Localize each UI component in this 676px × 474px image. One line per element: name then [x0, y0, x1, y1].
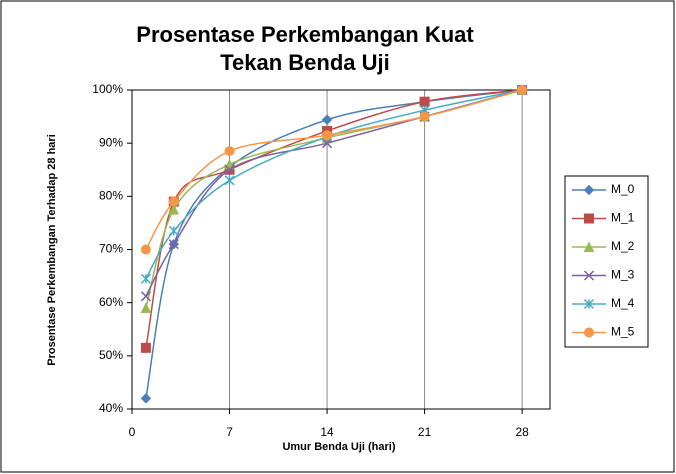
y-tick-label: 60% — [99, 295, 123, 309]
marker — [168, 225, 179, 236]
marker — [224, 146, 235, 157]
x-tick-label: 28 — [515, 425, 529, 439]
marker — [224, 175, 235, 186]
marker — [168, 196, 179, 207]
chart-title: Tekan Benda Uji — [220, 50, 390, 75]
x-tick-label: 0 — [129, 425, 136, 439]
marker — [140, 393, 152, 404]
y-axis-label: Prosentase Perkembangan Terhadap 28 hari — [46, 134, 58, 366]
legend-label: M_0 — [611, 182, 635, 196]
legend-label: M_2 — [611, 239, 635, 253]
marker — [140, 302, 152, 313]
y-tick-label: 40% — [99, 401, 123, 415]
legend-marker — [583, 270, 595, 281]
legend-box — [564, 175, 649, 348]
legend-marker — [583, 184, 595, 196]
marker — [419, 96, 430, 107]
marker — [140, 342, 151, 353]
legend-marker — [584, 213, 594, 224]
x-tick-label: 21 — [418, 425, 432, 439]
legend-label: M_4 — [611, 296, 635, 310]
marker — [140, 291, 151, 302]
legend-marker — [583, 298, 595, 310]
legend-marker — [583, 241, 595, 252]
marker — [517, 85, 528, 95]
x-tick-label: 14 — [320, 425, 334, 439]
y-tick-label: 100% — [92, 82, 123, 96]
y-tick-label: 90% — [99, 135, 123, 149]
marker — [168, 239, 179, 250]
x-tick-label: 7 — [226, 425, 233, 439]
chart-title: Prosentase Perkembangan Kuat — [136, 22, 474, 47]
x-axis-label: Umur Benda Uji (hari) — [282, 441, 395, 453]
legend-label: M_5 — [611, 325, 635, 339]
marker — [419, 111, 430, 122]
y-tick-label: 50% — [99, 348, 123, 362]
legend-marker — [584, 327, 594, 338]
y-tick-label: 70% — [99, 242, 123, 256]
plot-border — [131, 89, 551, 410]
y-tick-label: 80% — [99, 189, 123, 203]
marker — [321, 114, 333, 125]
marker — [168, 204, 180, 215]
legend-label: M_3 — [611, 268, 635, 282]
marker — [140, 244, 151, 255]
marker — [224, 164, 235, 175]
legend-label: M_1 — [611, 211, 635, 225]
marker — [322, 130, 333, 141]
marker — [140, 273, 151, 284]
